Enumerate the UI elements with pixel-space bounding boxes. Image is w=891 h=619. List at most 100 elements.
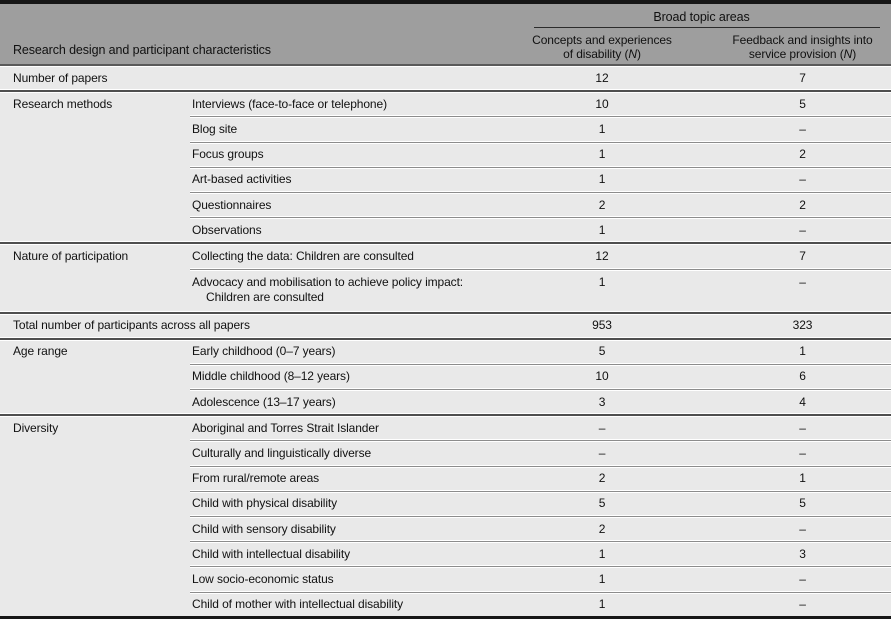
row-sub-label: Interviews (face-to-face or telephone) [192,96,387,111]
table-row: Child with sensory disability 2 – [0,518,891,541]
table-row: Advocacy and mobilisation to achieve pol… [0,270,891,311]
row-divider [0,489,891,493]
row-divider [0,267,891,271]
table-row: Number of papers 12 7 [0,67,891,90]
row-value-feedback: 6 [799,369,806,384]
row-value-feedback: 5 [799,496,806,511]
row-divider [0,190,891,194]
row-sub-label: Collecting the data: Children are consul… [192,248,414,263]
row-divider [0,89,891,94]
row-sub-label: Focus groups [192,147,264,162]
row-sub-label: From rural/remote areas [192,471,320,486]
row-value-feedback: – [799,121,806,136]
row-divider [0,310,891,315]
table-row: Child of mother with intellectual disabi… [0,593,891,616]
row-sub-label: Adolescence (13–17 years) [192,394,336,409]
row-value-concepts: 1 [598,546,606,561]
table-row: Questionnaires 2 2 [0,193,891,217]
row-divider [0,241,891,246]
row-value-feedback: – [799,446,806,461]
row-sub-label: Early childhood (0–7 years) [192,344,336,359]
row-sub-label: Advocacy and mobilisation to achieve pol… [190,271,512,305]
row-sub-label: Low socio-economic status [192,571,334,586]
row-value-feedback: 5 [799,96,806,111]
table-row: Nature of participation Collecting the d… [0,245,891,268]
row-sub-label: Questionnaires [192,197,272,212]
row-sub-label: Observations [192,222,262,237]
row-sub-label: Culturally and linguistically diverse [192,446,372,461]
row-divider [0,336,891,341]
row-value-feedback: – [799,172,806,187]
row-sub-label: Child with physical disability [192,496,338,511]
row-divider-line [190,464,891,468]
row-divider [0,565,891,569]
row-divider-line [190,115,891,119]
row-value-feedback: 4 [799,394,806,409]
header-col-concepts-line2: of disability (N) [563,47,641,61]
row-divider [0,165,891,169]
header-col-feedback-line1: Feedback and insights into [732,33,873,47]
row-divider [0,140,891,144]
table-row: Adolescence (13–17 years) 3 4 [0,391,891,414]
row-divider [0,515,891,518]
row-divider [0,413,891,418]
row-divider-line [190,165,891,169]
row-sub-label-line2: Children are consulted [206,289,324,304]
row-divider-line [190,489,891,493]
row-sub-label: Child with sensory disability [192,521,336,536]
row-value-feedback: – [799,420,806,435]
row-value-feedback: – [799,521,806,536]
table-bottom-rule [0,615,891,619]
row-value-concepts: 5 [598,496,606,511]
table-row: Low socio-economic status 1 – [0,568,891,591]
row-group-label: Total number of participants across all … [13,318,250,333]
row-group-label: Number of papers [13,70,108,85]
table-row: Observations 1 – [0,219,891,242]
row-value-concepts: 1 [598,121,606,136]
row-sub-label: Middle childhood (8–12 years) [192,369,350,384]
row-group-label: Nature of participation [13,248,129,263]
table-header: Research design and participant characte… [0,4,891,64]
row-value-feedback: – [799,571,806,586]
row-value-concepts: 1 [598,571,606,586]
table-row: Culturally and linguistically diverse – … [0,442,891,465]
table-row: Art-based activities 1 – [0,168,891,191]
row-sub-label: Child with intellectual disability [192,546,351,561]
row-sub-label: Art-based activities [192,172,292,187]
row-group-label [0,271,190,275]
row-group-label: Diversity [13,420,59,435]
row-value-concepts: 1 [598,147,606,162]
spanner-title: Broad topic areas [653,10,750,24]
row-divider [0,464,891,468]
row-value-concepts: – [598,446,606,461]
row-value-concepts: 3 [598,394,606,409]
row-divider-line [190,362,891,366]
header-col-concepts-line1: Concepts and experiences [532,33,672,47]
row-value-concepts: – [598,420,606,435]
table-top-rule [0,0,891,4]
row-value-feedback: 323 [792,318,813,333]
table-row: Child with intellectual disability 1 3 [0,543,891,566]
row-divider-line [190,267,891,271]
row-value-concepts: 10 [595,96,609,111]
row-sub-label: Aboriginal and Torres Strait Islander [192,420,379,435]
row-value-concepts: 10 [595,369,609,384]
row-divider [0,115,891,119]
row-divider-line [190,190,891,194]
row-value-concepts: 1 [598,222,606,237]
row-divider [0,388,891,392]
row-divider-line [190,565,891,569]
table-row: Total number of participants across all … [0,314,891,337]
row-value-concepts: 2 [598,471,606,486]
row-value-concepts: 12 [595,248,609,263]
row-divider-line [190,590,891,594]
row-value-feedback: 2 [799,147,806,162]
table-row: Focus groups 1 2 [0,143,891,166]
row-value-feedback: 7 [799,70,806,85]
row-value-concepts: 2 [598,521,606,536]
row-divider-line [190,388,891,392]
row-divider-line [190,216,891,220]
spanner-rule [534,27,880,28]
row-value-feedback: 2 [799,197,806,212]
row-sub-label: Child of mother with intellectual disabi… [192,597,404,612]
